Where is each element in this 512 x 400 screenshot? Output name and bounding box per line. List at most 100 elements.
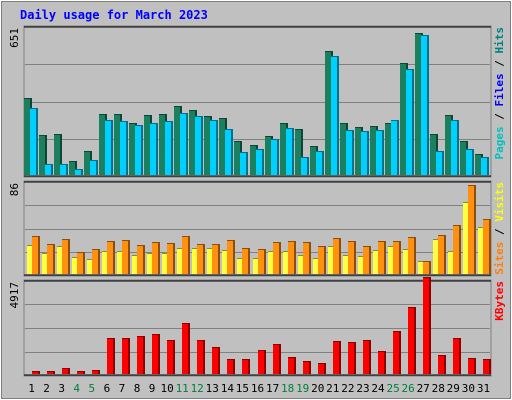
bar-body xyxy=(77,252,85,274)
bar-body xyxy=(62,239,70,274)
bar-kbytes xyxy=(197,340,205,374)
bar-shadow xyxy=(309,243,311,274)
bar-sites xyxy=(288,241,296,274)
bar-top-edge xyxy=(355,127,363,128)
bar-shadow xyxy=(53,372,55,374)
bar-body xyxy=(463,202,471,274)
bar-top-edge xyxy=(150,123,158,124)
bar-shadow xyxy=(279,345,281,374)
bar-body xyxy=(400,63,408,175)
chart-title: Daily usage for March 2023 xyxy=(20,8,208,22)
bar-shadow xyxy=(246,153,248,175)
bar-top-edge xyxy=(105,120,113,121)
x-tick-label: 11 xyxy=(176,382,189,395)
bar-top-edge xyxy=(288,357,296,358)
bar-shadow xyxy=(444,236,446,274)
bar-pages xyxy=(90,160,98,175)
bar-top-edge xyxy=(325,51,333,52)
bar-body xyxy=(391,120,399,175)
bar-body xyxy=(378,241,386,274)
legend-part: / xyxy=(493,222,506,242)
x-tick-label: 28 xyxy=(432,382,445,395)
bar-body xyxy=(415,33,423,175)
bar-body xyxy=(237,258,245,274)
bar-top-edge xyxy=(258,249,266,250)
bar-shadow xyxy=(143,246,145,274)
bar-shadow xyxy=(399,332,401,374)
bar-body xyxy=(280,123,288,175)
bar-body xyxy=(90,160,98,175)
bar-sites xyxy=(378,241,386,274)
bar-shadow xyxy=(81,170,83,175)
bar-top-edge xyxy=(62,368,70,369)
bar-body xyxy=(483,359,491,374)
bar-shadow xyxy=(277,140,279,175)
bar-shadow xyxy=(412,70,414,175)
bar-shadow xyxy=(66,165,68,175)
bar-top-edge xyxy=(182,323,190,324)
bar-body xyxy=(117,251,125,274)
x-tick-label: 25 xyxy=(386,382,399,395)
legend-part: Sites xyxy=(493,242,506,275)
bar-body xyxy=(69,161,77,175)
bar-body xyxy=(122,240,130,274)
bar-shadow xyxy=(322,152,324,175)
bar-top-edge xyxy=(408,237,416,238)
bar-pages xyxy=(451,120,459,175)
bar-body xyxy=(152,334,160,374)
bar-top-edge xyxy=(361,131,369,132)
bar-top-edge xyxy=(227,240,235,241)
bar-shadow xyxy=(264,351,266,374)
bar-top-edge xyxy=(400,63,408,64)
bar-top-edge xyxy=(195,116,203,117)
bar-body xyxy=(32,371,40,374)
x-tick-label: 26 xyxy=(401,382,414,395)
bar-shadow xyxy=(68,369,70,374)
bar-top-edge xyxy=(182,236,190,237)
bar-body xyxy=(72,257,80,274)
bar-top-edge xyxy=(122,240,130,241)
bar-body xyxy=(120,121,128,175)
bar-top-edge xyxy=(242,359,250,360)
bar-pages xyxy=(30,108,38,175)
bar-sites xyxy=(92,249,100,274)
bar-shadow xyxy=(53,245,55,274)
bar-body xyxy=(210,120,218,175)
bar-shadow xyxy=(188,237,190,274)
bar-pages xyxy=(225,129,233,175)
bar-top-edge xyxy=(62,239,70,240)
bar-top-edge xyxy=(388,246,396,247)
bar-top-edge xyxy=(348,241,356,242)
bar-body xyxy=(165,121,173,175)
bar-top-edge xyxy=(346,130,354,131)
bar-top-edge xyxy=(313,258,321,259)
bar-shadow xyxy=(128,339,130,374)
bar-top-edge xyxy=(373,250,381,251)
x-tick-label: 3 xyxy=(58,382,65,395)
bar-body xyxy=(77,371,85,374)
bar-pages xyxy=(481,157,489,175)
bar-top-edge xyxy=(42,253,50,254)
bar-pages xyxy=(301,157,309,175)
bar-kbytes xyxy=(47,371,55,374)
bar-top-edge xyxy=(144,115,152,116)
bar-top-edge xyxy=(475,154,483,155)
legend-part: / xyxy=(493,107,506,127)
bar-pages xyxy=(331,56,339,175)
bar-shadow xyxy=(442,152,444,175)
x-tick-label: 31 xyxy=(477,382,490,395)
bar-shadow xyxy=(36,109,38,175)
bar-top-edge xyxy=(408,307,416,308)
bar-body xyxy=(39,135,47,175)
bar-top-edge xyxy=(72,257,80,258)
bar-top-edge xyxy=(107,241,115,242)
bar-shadow xyxy=(126,122,128,175)
bar-top-edge xyxy=(301,157,309,158)
bar-sites xyxy=(47,244,55,274)
bar-top-edge xyxy=(271,139,279,140)
bar-body xyxy=(174,106,182,175)
bar-shadow xyxy=(459,339,461,374)
bar-shadow xyxy=(218,348,220,374)
bar-shadow xyxy=(339,239,341,274)
